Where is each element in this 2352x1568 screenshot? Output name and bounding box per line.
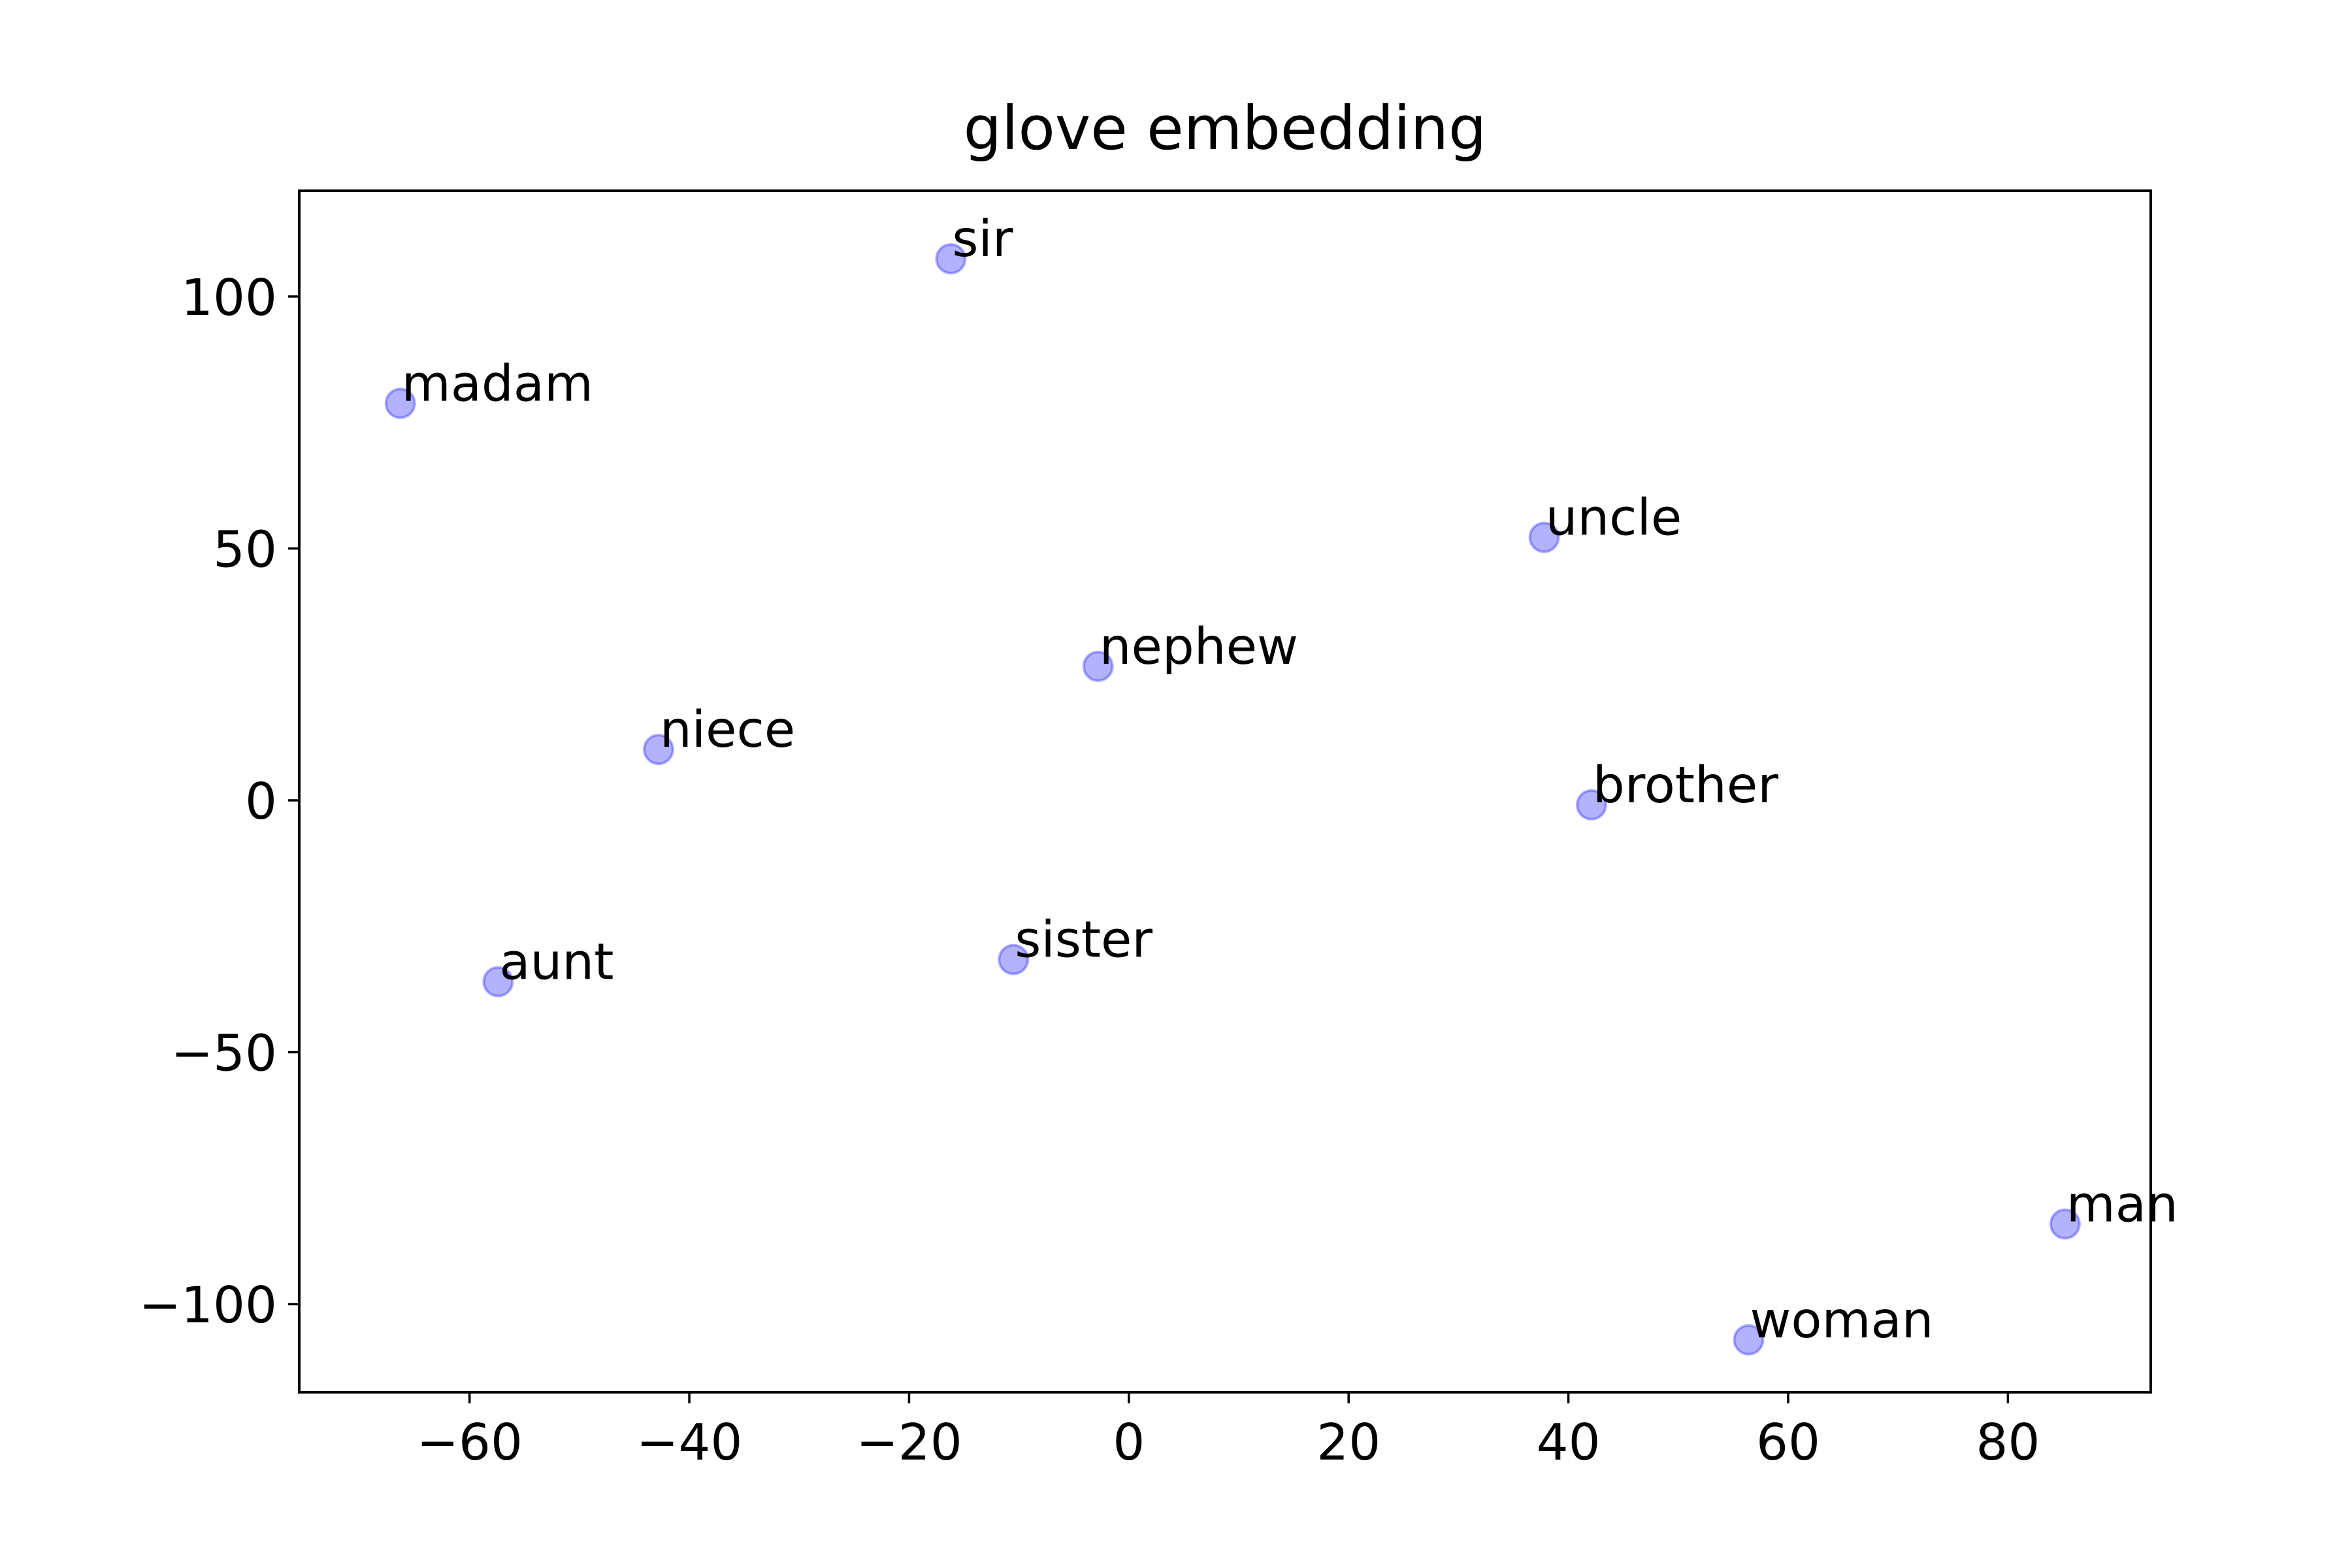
scatter-point-brother	[1575, 789, 1607, 821]
point-label-man: man	[2066, 1175, 2178, 1233]
point-label-nephew: nephew	[1100, 618, 1298, 676]
plot-frame	[298, 189, 2152, 1394]
x-tick-label: 0	[1113, 1414, 1145, 1472]
chart-title: glove embedding	[964, 93, 1487, 163]
x-tick-label: −60	[416, 1414, 523, 1472]
x-tick-label: −40	[636, 1414, 743, 1472]
y-tick-label: −50	[171, 1025, 278, 1083]
point-label-madam: madam	[402, 355, 593, 413]
scatter-point-madam	[384, 387, 416, 419]
x-tick-label: 60	[1756, 1414, 1820, 1472]
scatter-points	[384, 243, 2081, 1356]
point-label-niece: niece	[660, 701, 795, 759]
scatter-point-aunt	[482, 966, 514, 998]
x-tick-label: 40	[1537, 1414, 1601, 1472]
x-tick-label: 80	[1976, 1414, 2040, 1472]
point-label-uncle: uncle	[1546, 489, 1682, 547]
y-tick-label: 100	[181, 269, 277, 327]
point-label-sir: sir	[952, 210, 1013, 269]
scatter-point-man	[2049, 1208, 2081, 1240]
point-label-aunt: aunt	[499, 934, 613, 992]
scatter-point-woman	[1733, 1324, 1765, 1356]
scatter-point-sister	[998, 943, 1030, 975]
point-label-brother: brother	[1593, 757, 1778, 815]
y-tick-label: 50	[213, 521, 277, 579]
axis-ticks: −60 −40 −20 0 20 40 60 80 −100 −50 0 50 100	[139, 269, 2040, 1472]
y-tick-label: 0	[245, 773, 277, 831]
y-tick-label: −100	[139, 1277, 278, 1335]
point-labels: sir madam uncle nephew niece brother aunt siste…	[402, 210, 2178, 1350]
scatter-point-niece	[642, 734, 674, 766]
point-label-woman: woman	[1750, 1292, 1933, 1350]
x-tick-label: 20	[1316, 1414, 1380, 1472]
scatter-point-uncle	[1528, 521, 1560, 553]
scatter-point-nephew	[1082, 650, 1114, 682]
point-label-sister: sister	[1015, 911, 1152, 970]
scatter-point-sir	[935, 243, 967, 275]
x-tick-label: −20	[856, 1414, 962, 1472]
